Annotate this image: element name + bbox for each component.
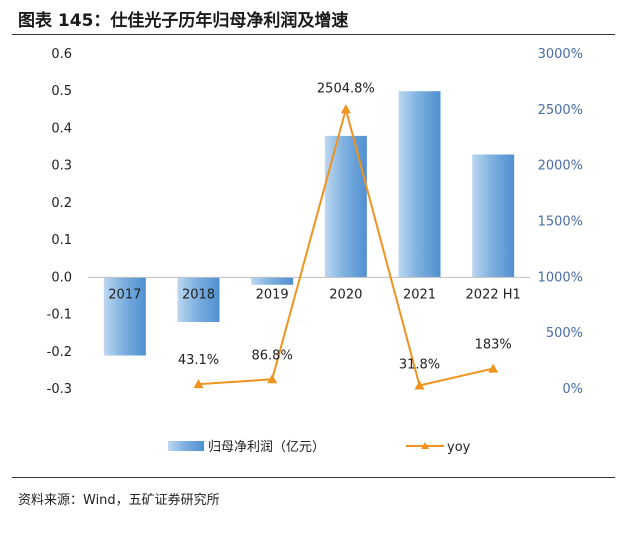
left-tick-label: 0.1 xyxy=(51,233,72,248)
category-labels: 2017 2018 2019 2020 2021 2022 H1 xyxy=(108,287,521,302)
bar xyxy=(251,277,294,285)
right-tick-label: 2000% xyxy=(538,159,583,174)
right-tick-label: 2500% xyxy=(538,103,583,118)
source-note: 资料来源：Wind，五矿证券研究所 xyxy=(18,493,220,508)
right-tick-label: 500% xyxy=(546,326,583,341)
bar xyxy=(472,154,515,278)
right-tick-label: 1000% xyxy=(538,270,583,285)
legend-marker xyxy=(421,442,429,449)
yoy-point xyxy=(488,363,499,373)
left-tick-label: -0.2 xyxy=(47,345,72,360)
category-label: 2019 xyxy=(256,287,289,302)
yoy-data-label: 31.8% xyxy=(399,357,440,372)
yoy-point xyxy=(267,374,278,384)
left-tick-label: -0.3 xyxy=(47,382,72,397)
yoy-point xyxy=(340,104,351,114)
data-labels: 43.1% 86.8% 2504.8% 31.8% 183% xyxy=(178,81,512,372)
category-label: 2020 xyxy=(329,287,362,302)
yoy-data-label: 43.1% xyxy=(178,353,219,368)
right-tick-label: 3000% xyxy=(538,47,583,62)
title-divider xyxy=(12,34,615,35)
yoy-point xyxy=(193,379,204,389)
legend-label-bar: 归母净利润（亿元） xyxy=(208,440,325,455)
bar xyxy=(103,277,146,356)
left-tick-label: 0.4 xyxy=(51,121,72,136)
right-tick-label: 0% xyxy=(562,382,583,397)
yoy-series xyxy=(193,104,499,390)
left-tick-label: 0.2 xyxy=(51,196,72,211)
legend: 归母净利润（亿元） yoy xyxy=(168,440,471,455)
right-axis: 3000% 2500% 2000% 1500% 1000% 500% 0% xyxy=(538,47,583,397)
left-tick-label: 0.5 xyxy=(51,84,72,99)
chart-title: 图表 145：仕佳光子历年归母净利润及增速 xyxy=(18,11,349,31)
left-tick-label: 0.6 xyxy=(51,47,72,62)
bar xyxy=(398,91,441,278)
bar-series xyxy=(103,91,515,356)
legend-swatch-bar xyxy=(168,441,204,451)
yoy-data-label: 2504.8% xyxy=(317,81,375,96)
left-tick-label: 0.0 xyxy=(51,270,72,285)
bar xyxy=(324,135,367,278)
category-label: 2017 xyxy=(108,287,141,302)
right-tick-label: 1500% xyxy=(538,215,583,230)
yoy-data-label: 86.8% xyxy=(252,348,293,363)
source-divider xyxy=(12,477,615,478)
left-tick-label: -0.1 xyxy=(47,308,72,323)
yoy-point xyxy=(414,380,425,390)
category-label: 2021 xyxy=(403,287,436,302)
category-label: 2022 H1 xyxy=(466,287,521,302)
left-axis: 0.6 0.5 0.4 0.3 0.2 0.1 0.0 -0.1 -0.2 -0.3 xyxy=(47,47,72,397)
left-tick-label: 0.3 xyxy=(51,159,72,174)
bar xyxy=(177,277,220,322)
legend-label-line: yoy xyxy=(447,440,471,455)
category-label: 2018 xyxy=(182,287,215,302)
yoy-data-label: 183% xyxy=(475,338,512,353)
